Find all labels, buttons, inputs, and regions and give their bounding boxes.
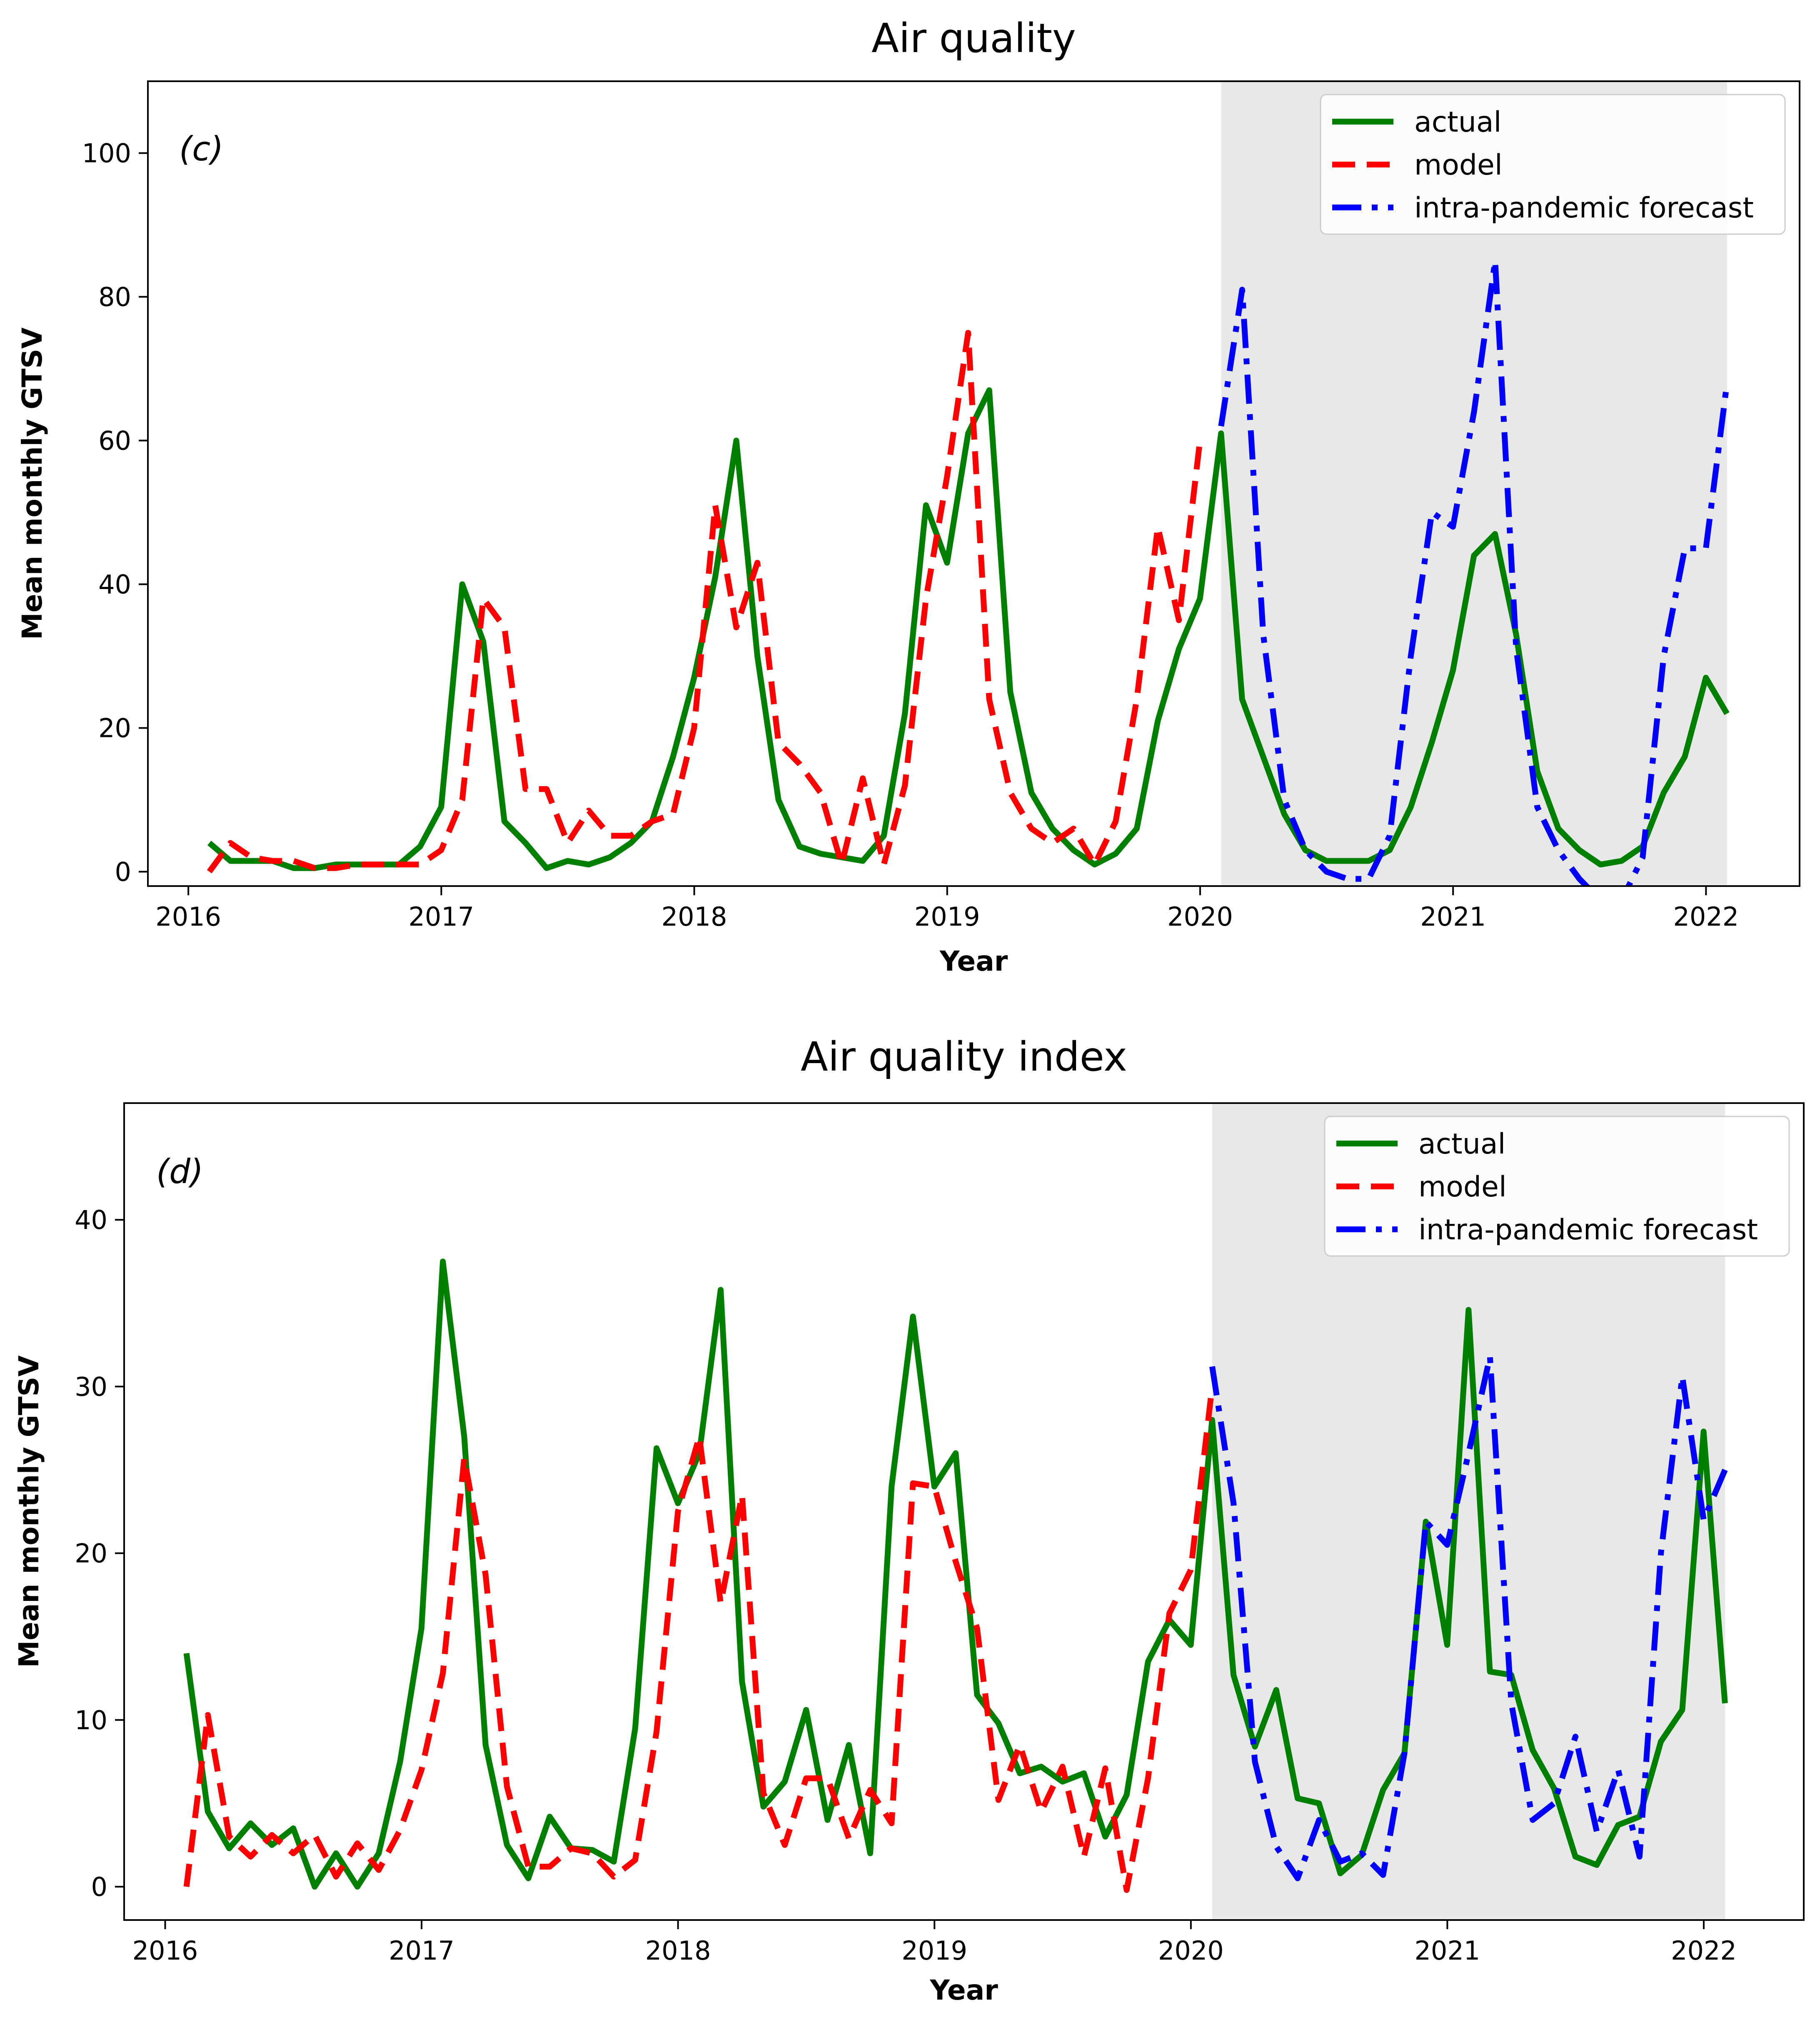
axes-frame: [147, 80, 1800, 887]
plot-area: [183, 1258, 1728, 1893]
y-tick-label: 20: [75, 1538, 107, 1569]
x-tick-label: 2019: [914, 901, 980, 932]
legend-label: model: [1418, 1171, 1507, 1204]
x-tick-label: 2017: [408, 901, 474, 932]
chart-panel-1: 2016 2017 2018 2019 2020 2021 2022 0 10 20 30 40 Air…: [13, 1034, 1805, 2006]
chart-title: Air quality: [871, 15, 1076, 62]
y-tick-label: 0: [91, 1872, 107, 1902]
y-tick-label: 10: [75, 1705, 107, 1735]
legend-box: [1320, 94, 1786, 235]
y-tick-label: 0: [115, 857, 131, 887]
x-tick-label: 2020: [1158, 1935, 1224, 1966]
x-axis-label: Year: [929, 1974, 998, 2006]
x-tick-label: 2022: [1671, 1935, 1737, 1966]
y-tick-label: 60: [98, 426, 131, 456]
panel-label: (c): [179, 130, 223, 168]
y-tick-label: 30: [75, 1371, 107, 1402]
axes-frame: [123, 1102, 1805, 1921]
y-tick-label: 20: [98, 713, 131, 744]
y-tick-label: 100: [82, 138, 131, 169]
y-tick-label: 80: [98, 282, 131, 312]
x-tick-label: 2018: [662, 901, 727, 932]
panel-label: (d): [156, 1152, 203, 1191]
legend-label: model: [1414, 149, 1503, 182]
plot-area: [207, 258, 1730, 886]
legend-label: intra-pandemic forecast: [1418, 1213, 1758, 1246]
x-axis-label: Year: [939, 945, 1008, 977]
series-line-intra-pandemic-forecast: [1209, 1353, 1728, 1881]
series-line-model: [183, 1386, 1215, 1893]
series-line-actual: [183, 1258, 1728, 1890]
x-tick-label: 2021: [1414, 1935, 1480, 1966]
chart-title: Air quality index: [801, 1034, 1127, 1080]
legend-label: actual: [1414, 106, 1501, 139]
series-line-model: [207, 330, 1203, 874]
x-tick-label: 2019: [901, 1935, 967, 1966]
x-tick-label: 2016: [155, 901, 221, 932]
x-tick-label: 2016: [132, 1935, 198, 1966]
legend: actual model intra-pandemic forecast: [1320, 94, 1786, 235]
legend-label: actual: [1418, 1128, 1505, 1161]
legend-label: intra-pandemic forecast: [1414, 192, 1754, 225]
series-line-actual: [207, 387, 1730, 871]
y-tick-label: 40: [75, 1205, 107, 1235]
x-tick-label: 2020: [1167, 901, 1233, 932]
y-axis-label: Mean monthly GTSV: [13, 1356, 45, 1668]
series-line-intra-pandemic-forecast: [1218, 258, 1730, 886]
legend: actual model intra-pandemic forecast: [1324, 1116, 1790, 1257]
chart-panel-0: 2016 2017 2018 2019 2020 2021 2022 0 20 40 60 80 100…: [16, 15, 1800, 977]
y-tick-label: 40: [98, 569, 131, 600]
x-tick-label: 2021: [1420, 901, 1486, 932]
x-tick-label: 2018: [645, 1935, 711, 1966]
legend-box: [1324, 1116, 1790, 1257]
x-tick-label: 2022: [1673, 901, 1739, 932]
x-tick-label: 2017: [389, 1935, 454, 1966]
y-axis-label: Mean monthly GTSV: [16, 327, 48, 640]
